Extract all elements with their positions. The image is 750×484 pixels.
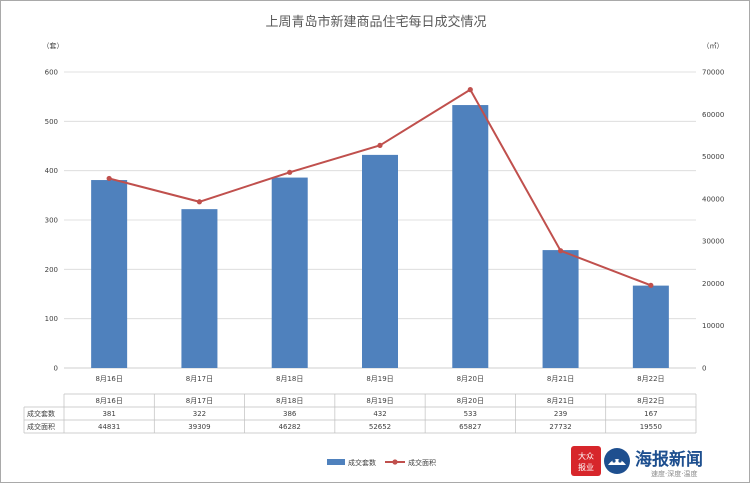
bar-series [91, 105, 669, 368]
right-tick-label: 50000 [702, 153, 724, 161]
legend-label: 成交面积 [408, 458, 436, 467]
x-tick-label: 8月17日 [186, 375, 213, 383]
bar [542, 250, 579, 368]
left-tick-label: 500 [45, 118, 58, 126]
table-cell: 386 [283, 410, 297, 418]
line-point [287, 169, 293, 175]
table-cell: 65827 [459, 423, 481, 431]
right-tick-label: 10000 [702, 322, 724, 330]
table-header-cell: 8月21日 [547, 397, 574, 405]
logo-mark-text: 大众 [578, 451, 594, 461]
x-tick-label: 8月18日 [276, 375, 303, 383]
left-tick-label: 100 [45, 315, 58, 323]
table-cell: 533 [464, 410, 477, 418]
line-point [106, 175, 112, 182]
table-header-cell: 8月18日 [276, 397, 303, 405]
line-point [196, 199, 203, 205]
table-cell: 19550 [640, 423, 662, 431]
right-tick-label: 30000 [702, 238, 724, 246]
legend-swatch-marker [392, 459, 398, 465]
line-point [557, 248, 564, 254]
table-cell: 432 [373, 410, 386, 418]
chart-title: 上周青岛市新建商品住宅每日成交情况 [265, 14, 486, 30]
x-tick-label: 8月20日 [457, 375, 484, 383]
right-axis-unit: （㎡） [703, 42, 724, 50]
x-tick-label: 8月22日 [637, 375, 664, 383]
left-tick-label: 300 [45, 217, 58, 225]
x-tick-label: 8月19日 [366, 375, 393, 383]
table-cell: 239 [554, 410, 567, 418]
legend-swatch-bar [327, 459, 345, 465]
table-cell: 44831 [98, 423, 120, 431]
table-cell: 39309 [188, 423, 210, 431]
slogan-text: 速度·深度·温度 [651, 469, 697, 478]
table-cell: 322 [193, 410, 206, 418]
bar [362, 154, 398, 368]
table-row-label: 成交面积 [27, 422, 55, 431]
table-header-cell: 8月22日 [637, 397, 664, 405]
bar [452, 105, 489, 368]
brand-text: 海报新闻 [635, 449, 703, 470]
left-tick-label: 600 [45, 69, 58, 77]
publisher-logo: 大众 报业 海报新闻 速度·深度·温度 [571, 446, 703, 478]
table-row-label: 成交套数 [27, 409, 55, 418]
left-tick-label: 0 [54, 365, 58, 373]
bar [632, 285, 669, 368]
left-axis-unit: （套） [43, 41, 64, 50]
logo-mark-text-2: 报业 [578, 462, 594, 472]
bar [91, 180, 128, 368]
table-header-cell: 8月20日 [457, 397, 484, 405]
x-tick-label: 8月16日 [95, 375, 122, 383]
right-tick-label: 0 [702, 365, 706, 373]
line-series [106, 87, 654, 288]
left-tick-label: 400 [45, 167, 58, 175]
right-tick-label: 20000 [702, 280, 724, 288]
right-tick-label: 40000 [702, 195, 724, 203]
bar [271, 177, 308, 368]
right-axis-ticks: 0 10000 20000 30000 40000 50000 60000 70000 [702, 69, 724, 373]
table-cell: 46282 [279, 423, 301, 431]
bar [181, 209, 218, 368]
x-tick-label: 8月21日 [547, 375, 574, 383]
right-tick-label: 70000 [702, 69, 724, 77]
table-header-cell: 8月16日 [95, 397, 122, 405]
line-point [467, 87, 473, 93]
data-table: 8月16日 8月17日 8月18日 8月19日 8月20日 8月21日 8月22日 8月16日… [23, 375, 697, 434]
left-tick-label: 200 [45, 266, 58, 274]
line-point [377, 142, 383, 148]
dazhong-mark-icon [571, 446, 601, 476]
table-cell: 167 [644, 410, 657, 418]
legend-label: 成交套数 [348, 458, 376, 467]
left-axis-ticks: 0 100 200 300 400 500 600 [45, 69, 58, 373]
table-cell: 27732 [549, 423, 571, 431]
right-tick-label: 60000 [702, 111, 724, 119]
line-point [648, 282, 654, 288]
table-header-cell: 8月19日 [366, 397, 393, 405]
table-cell: 52652 [369, 423, 391, 431]
table-cell: 381 [102, 410, 115, 418]
legend: 成交套数 成交面积 [327, 458, 436, 467]
table-header-cell: 8月17日 [186, 397, 213, 405]
